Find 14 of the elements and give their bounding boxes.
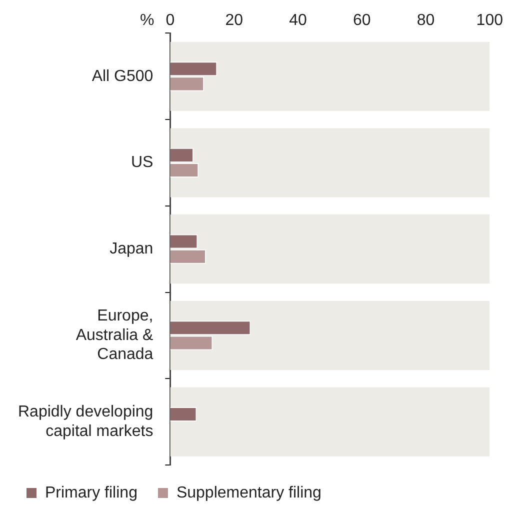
x-tick-label: 20 xyxy=(225,12,244,30)
x-tick-label: 60 xyxy=(352,12,371,30)
x-axis-title: % xyxy=(140,12,154,30)
legend-label: Supplementary filing xyxy=(176,484,322,502)
y-tick-label: All G500 xyxy=(92,68,154,85)
x-tick-label: 40 xyxy=(289,12,307,30)
y-tick-label: Japan xyxy=(110,240,154,258)
y-tick-label: Rapidly developing capital markets xyxy=(18,404,154,440)
x-tick-label: 100 xyxy=(476,12,504,30)
legend-label: Primary filing xyxy=(45,484,138,502)
x-tick-label: 80 xyxy=(416,12,435,30)
y-tick-label: Europe, Australia & Canada xyxy=(76,308,154,364)
y-tick-label: US xyxy=(130,154,154,172)
x-tick-label: 0 xyxy=(166,12,175,30)
